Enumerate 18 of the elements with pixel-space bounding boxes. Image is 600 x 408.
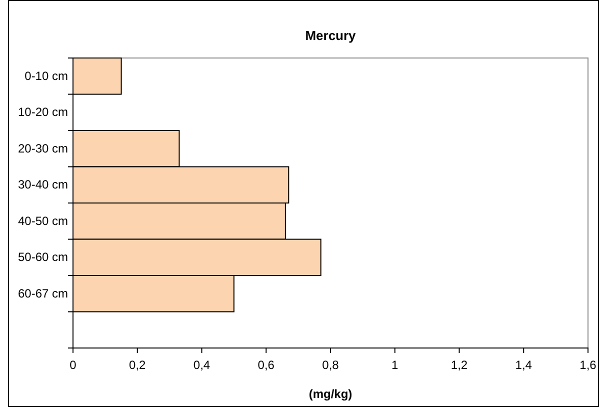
x-tick-label: 1,6 <box>580 358 597 372</box>
y-tick-label: 40-50 cm <box>18 214 68 228</box>
x-tick-label: 0,2 <box>129 358 146 372</box>
x-tick-label: 0,8 <box>322 358 340 372</box>
y-tick-label: 60-67 cm <box>18 286 68 300</box>
y-tick-label: 30-40 cm <box>18 178 68 192</box>
x-tick-label: 1 <box>392 358 399 372</box>
x-tick-label: 0 <box>70 358 77 372</box>
y-tick-label: 50-60 cm <box>18 250 68 264</box>
x-tick-label: 0,4 <box>193 358 210 372</box>
chart-title: Mercury <box>305 28 357 43</box>
y-tick-label: 10-20 cm <box>18 105 68 120</box>
x-tick-label: 0,6 <box>258 358 275 372</box>
x-tick-label: 1,4 <box>515 358 532 372</box>
x-tick-label: 1,2 <box>450 358 468 372</box>
y-tick-label: 0-10 cm <box>24 68 68 83</box>
x-axis-title: (mg/kg) <box>308 387 352 401</box>
y-tick-label: 20-30 cm <box>18 141 68 156</box>
